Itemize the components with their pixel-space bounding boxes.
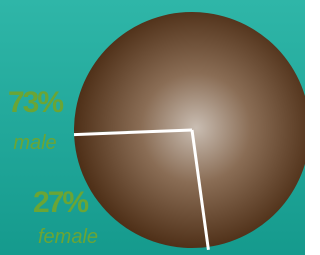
value-label: 27% — [33, 186, 88, 219]
value-label: 73% — [8, 86, 63, 119]
chart: 73% male 27% female — [0, 0, 305, 255]
category-label: male — [13, 132, 56, 154]
category-label: female — [38, 226, 98, 248]
